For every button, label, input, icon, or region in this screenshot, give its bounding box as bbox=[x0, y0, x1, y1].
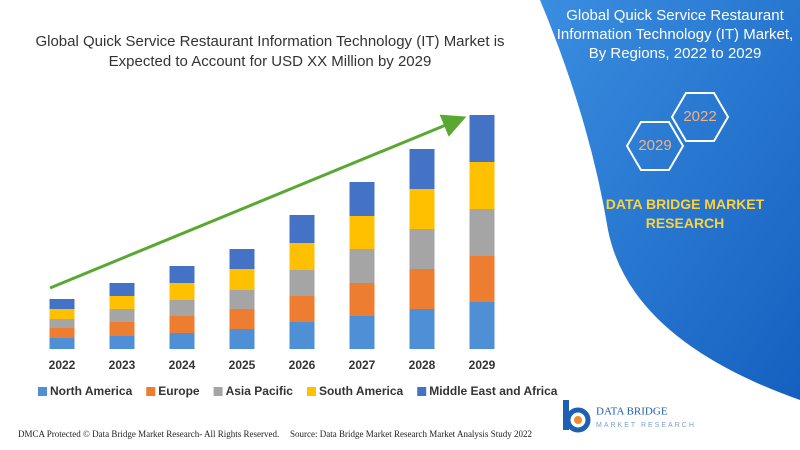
bar-segment bbox=[349, 216, 375, 249]
bar-segment bbox=[49, 319, 75, 328]
bar-segment bbox=[229, 329, 255, 349]
plot: 2022 2023 2024 2025 2026 2027 2028 2029 North Am… bbox=[38, 115, 558, 398]
legend-swatch bbox=[38, 387, 47, 396]
bar-segment bbox=[229, 269, 255, 290]
brand: DATA BRIDGE MARKET RESEARCH bbox=[605, 196, 765, 231]
trend-arrow bbox=[49, 114, 467, 290]
x-tick-label: 2022 bbox=[49, 358, 76, 372]
bar-segment bbox=[409, 189, 435, 229]
bar-segment bbox=[169, 300, 195, 316]
legend-swatch bbox=[213, 387, 223, 396]
bar-segment bbox=[289, 322, 315, 349]
bar-segment bbox=[409, 269, 435, 309]
hexagons bbox=[625, 92, 730, 171]
bar-segment bbox=[169, 333, 195, 349]
bar-segment bbox=[349, 283, 375, 316]
bar-segment bbox=[349, 316, 375, 349]
bar-segment bbox=[409, 149, 435, 189]
legend-label: North America bbox=[50, 384, 133, 398]
legend-swatch bbox=[146, 387, 156, 396]
bar-segment bbox=[289, 270, 315, 296]
x-tick-label: 2023 bbox=[109, 358, 136, 372]
bar-segment bbox=[169, 266, 195, 283]
panel-title: Global Quick Service Restaurant Informat… bbox=[556, 7, 794, 62]
bar-segment bbox=[469, 209, 495, 256]
bar-segment bbox=[169, 316, 195, 333]
x-tick-label: 2025 bbox=[229, 358, 256, 372]
bar-segment bbox=[289, 296, 315, 322]
bar-segment bbox=[49, 328, 75, 338]
bar-segment bbox=[49, 299, 75, 309]
bar-segment bbox=[169, 283, 195, 300]
bar-segment bbox=[409, 229, 435, 269]
bar-segment bbox=[469, 115, 495, 162]
bar-segment bbox=[469, 302, 495, 349]
bar-segment bbox=[349, 182, 375, 216]
legend-label: Middle East and Africa bbox=[429, 384, 558, 398]
legend-label: South America bbox=[319, 384, 404, 398]
x-tick-label: 2024 bbox=[169, 358, 196, 372]
x-tick-label: 2027 bbox=[349, 358, 376, 372]
bar-segment bbox=[229, 249, 255, 269]
logo-name: DATA BRIDGE bbox=[596, 406, 668, 418]
bar-segment bbox=[289, 215, 315, 243]
bar-segment bbox=[349, 249, 375, 283]
hexagon-label: 2029 bbox=[638, 137, 671, 154]
bar-segment bbox=[289, 243, 315, 270]
bar-segment bbox=[49, 309, 75, 319]
bar-segment bbox=[469, 256, 495, 302]
bar-segment bbox=[229, 290, 255, 309]
x-tick-label: 2028 bbox=[409, 358, 436, 372]
logo-tagline: MARKET RESEARCH bbox=[596, 422, 696, 429]
logo-icon bbox=[563, 400, 591, 433]
legend-label: Asia Pacific bbox=[226, 384, 294, 398]
legend-swatch bbox=[417, 387, 427, 396]
bar-segment bbox=[109, 322, 135, 336]
hexagon-label: 2022 bbox=[683, 108, 716, 125]
side-panel bbox=[540, 0, 800, 400]
bar-segment bbox=[109, 283, 135, 296]
bar-segment bbox=[49, 338, 75, 349]
bar-segment bbox=[229, 309, 255, 329]
bar-segment bbox=[109, 309, 135, 322]
x-tick-label: 2029 bbox=[469, 358, 496, 372]
bar-segment bbox=[109, 336, 135, 349]
legend-label: Europe bbox=[158, 384, 200, 398]
bar-segment bbox=[409, 309, 435, 349]
legend-swatch bbox=[306, 387, 316, 396]
footer-source: Source: Data Bridge Market Research Mark… bbox=[290, 429, 532, 439]
x-tick-label: 2026 bbox=[289, 358, 316, 372]
bar-segment bbox=[469, 162, 495, 209]
footer-notice: DMCA Protected © Data Bridge Market Rese… bbox=[18, 429, 280, 439]
bar-segment bbox=[109, 296, 135, 309]
chart-title: Global Quick Service Restaurant Informat… bbox=[35, 33, 505, 70]
